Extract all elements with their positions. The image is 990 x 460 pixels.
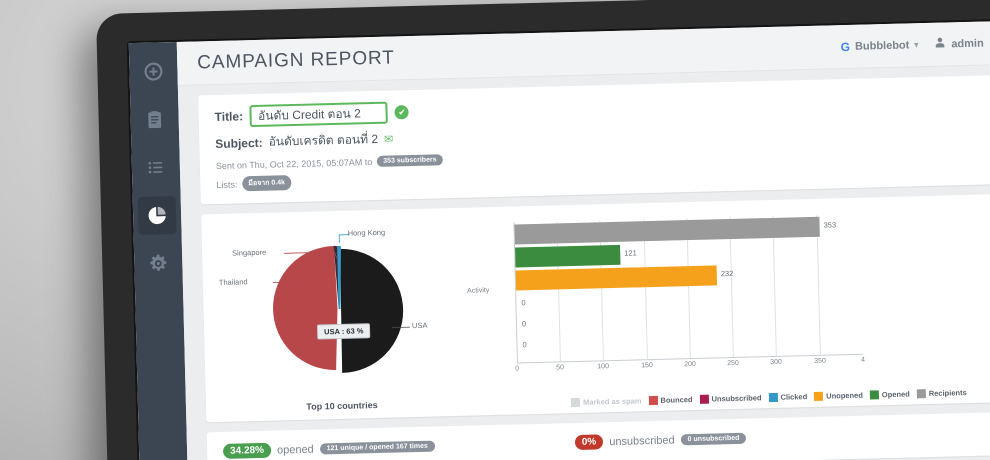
bar-chart: Activity — [463, 201, 990, 410]
unsubscribed-detail-badge: 0 unsubscribed — [680, 432, 747, 446]
legend-item-clicked[interactable]: Clicked — [768, 392, 808, 403]
content-area: CAMPAIGN REPORT G Bubblebot ▾ — [176, 19, 990, 460]
x-tick: 200 — [684, 360, 696, 369]
tablet-device: CAMPAIGN REPORT G Bubblebot ▾ — [96, 0, 990, 460]
page-title: CAMPAIGN REPORT — [196, 46, 396, 73]
x-tick: 250 — [727, 359, 739, 368]
x-tick: 150 — [641, 362, 654, 370]
bar-opened[interactable] — [515, 244, 621, 268]
pie-chart: Thailand Singapore Hong Kong USA USA : 6… — [211, 216, 468, 416]
opened-label: opened — [276, 443, 314, 457]
list-icon — [146, 157, 166, 177]
sidebar-item-settings[interactable] — [139, 244, 178, 283]
user-label: admin — [951, 37, 984, 50]
lists-badge[interactable]: มือจาก 0.4k — [242, 175, 292, 192]
pie-tooltip-text: USA : 63 % — [324, 326, 364, 337]
bar-value-opened: 121 — [624, 248, 637, 258]
legend-label: Clicked — [780, 392, 808, 402]
sent-text: Sent on Thu, Oct 22, 2015, 05:07AM to — [215, 156, 373, 171]
title-label: Title: — [214, 109, 244, 125]
legend-label: Recipients — [928, 388, 967, 399]
user-icon — [934, 36, 946, 51]
legend-label: Opened — [881, 389, 910, 400]
x-tick: 350 — [814, 357, 826, 365]
stat-opened: 34.28% opened 121 unique / opened 167 ti… — [222, 439, 435, 459]
legend-swatch — [814, 391, 824, 401]
plus-circle-icon — [143, 61, 163, 81]
brand-menu[interactable]: G Bubblebot ▾ — [840, 38, 918, 54]
charts-card: Thailand Singapore Hong Kong USA USA : 6… — [201, 192, 990, 423]
x-tick: 50 — [556, 364, 565, 372]
legend-swatch — [699, 394, 709, 404]
pie-label-singapore: Singapore — [231, 247, 267, 258]
topbar: CAMPAIGN REPORT G Bubblebot ▾ — [176, 19, 990, 86]
legend-item-marked-as-spam[interactable]: Marked as spam — [571, 396, 642, 408]
legend-item-unopened[interactable]: Unopened — [814, 391, 863, 401]
google-g-icon: G — [840, 39, 851, 54]
subject-label: Subject: — [215, 135, 263, 151]
legend-swatch — [571, 397, 581, 408]
legend-label: Marked as spam — [583, 396, 642, 407]
sidebar — [128, 41, 192, 460]
legend-swatch — [869, 390, 879, 400]
x-tick: 0 — [515, 365, 520, 373]
pie-chart-icon — [147, 205, 167, 225]
legend-label: Unsubscribed — [711, 393, 762, 404]
campaign-info-card: Title: ✔ Subject: อันดับเครดิต ตอนที่ 2 … — [198, 73, 990, 205]
bar-value-unsubscribed: 0 — [521, 319, 527, 329]
topbar-right: G Bubblebot ▾ admin — [840, 33, 990, 54]
pie-label-usa: USA — [411, 320, 428, 331]
x-tick: 100 — [597, 363, 610, 371]
pie-label-hongkong: Hong Kong — [347, 227, 386, 238]
lists-label: Lists: — [216, 178, 238, 190]
x-tick: 4 — [860, 356, 866, 364]
sidebar-item-add[interactable] — [134, 52, 173, 91]
bar-y-axis-label: Activity — [467, 287, 490, 295]
opened-percent-badge: 34.28% — [222, 442, 272, 459]
bar-chart-legend: Marked as spam Bounced Unsubscribed — [482, 386, 990, 410]
bar-value-bounced: 0 — [522, 340, 527, 350]
subscribers-badge[interactable]: 353 subscribers — [377, 154, 443, 167]
brand-label: Bubblebot — [854, 38, 910, 53]
unsubscribed-label: unsubscribed — [609, 433, 675, 448]
legend-item-unsubscribed[interactable]: Unsubscribed — [699, 393, 762, 404]
pie-chart-svg[interactable] — [211, 216, 467, 402]
app-screen: CAMPAIGN REPORT G Bubblebot ▾ — [128, 19, 990, 460]
legend-label: Unopened — [826, 390, 863, 401]
legend-swatch — [648, 395, 658, 406]
stat-unsubscribed: 0% unsubscribed 0 unsubscribed — [574, 431, 747, 451]
bar-value-unopened: 232 — [720, 268, 734, 279]
bar-value-recipients: 353 — [823, 220, 837, 230]
user-menu[interactable]: admin — [934, 36, 984, 52]
chevron-down-icon: ▾ — [914, 40, 919, 50]
sidebar-item-reports[interactable] — [137, 196, 177, 235]
sidebar-item-lists[interactable] — [136, 148, 175, 187]
bar-recipients[interactable] — [514, 216, 820, 245]
legend-item-opened[interactable]: Opened — [869, 389, 910, 400]
campaign-title-input[interactable] — [249, 101, 389, 128]
legend-item-recipients[interactable]: Recipients — [916, 388, 967, 399]
unsubscribed-percent-badge: 0% — [574, 434, 604, 451]
legend-label: Bounced — [660, 395, 693, 405]
pie-tooltip: USA : 63 % — [316, 323, 371, 340]
envelope-icon: ✉ — [383, 133, 394, 146]
screen-bezel: CAMPAIGN REPORT G Bubblebot ▾ — [126, 17, 990, 460]
pie-label-thailand: Thailand — [218, 277, 248, 287]
legend-swatch — [768, 392, 778, 403]
opened-detail-badge: 121 unique / opened 167 times — [319, 440, 435, 455]
sidebar-item-campaigns[interactable] — [135, 100, 174, 139]
legend-swatch — [916, 389, 926, 399]
subject-value: อันดับเครดิต ตอนที่ 2 — [268, 131, 379, 149]
bar-unopened[interactable] — [515, 265, 718, 291]
clipboard-icon — [144, 109, 164, 129]
gear-icon — [148, 253, 168, 273]
legend-item-bounced[interactable]: Bounced — [648, 395, 693, 406]
valid-check-icon: ✔ — [394, 105, 410, 120]
bar-value-clicked: 0 — [521, 298, 526, 308]
x-tick: 300 — [770, 358, 782, 367]
